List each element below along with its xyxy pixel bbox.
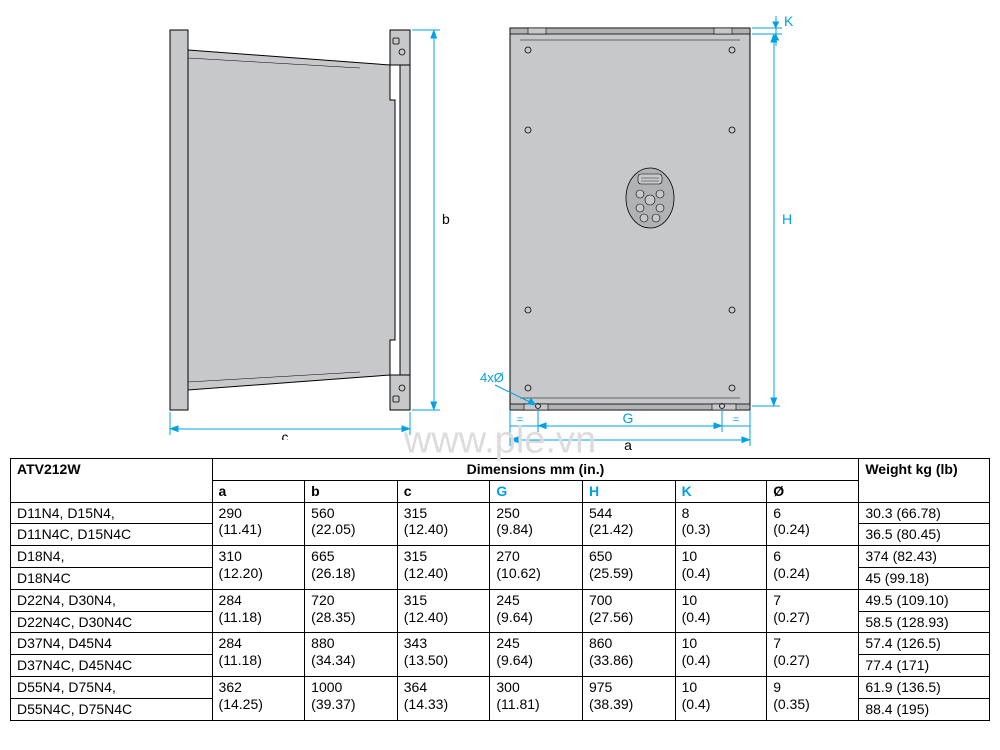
dim-k-label: K <box>784 13 794 29</box>
dim-cell: 290(11.41) <box>212 502 305 546</box>
col-header-K: K <box>675 480 767 502</box>
fourxo-label: 4xØ <box>480 370 504 385</box>
weight-header: Weight kg (lb) <box>859 459 990 503</box>
model-cell: D11N4C, D15N4C <box>11 524 213 546</box>
dim-h-label: H <box>782 211 792 227</box>
dim-cell: 284(11.18) <box>212 633 305 677</box>
model-cell: D11N4, D15N4, <box>11 502 213 524</box>
dim-cell: 7(0.27) <box>767 589 859 633</box>
dim-cell: 880(34.34) <box>305 633 398 677</box>
dim-cell: 10(0.4) <box>675 546 767 590</box>
dim-cell: 975(38.39) <box>582 676 675 720</box>
col-header-a: a <box>212 480 305 502</box>
dim-cell: 9(0.35) <box>767 676 859 720</box>
dim-cell: 665(26.18) <box>305 546 398 590</box>
dim-cell: 544(21.42) <box>582 502 675 546</box>
diagram-area: www.ple.vn b <box>10 10 990 450</box>
dim-cell: 700(27.56) <box>582 589 675 633</box>
dim-cell: 315(12.40) <box>397 502 490 546</box>
dim-a-label: a <box>624 437 632 450</box>
dim-cell: 315(12.40) <box>397 546 490 590</box>
dim-cell: 10(0.4) <box>675 589 767 633</box>
dim-cell: 8(0.3) <box>675 502 767 546</box>
dim-cell: 315(12.40) <box>397 589 490 633</box>
weight-cell: 77.4 (171) <box>859 655 990 677</box>
weight-cell: 374 (82.43) <box>859 546 990 568</box>
dim-cell: 245(9.64) <box>490 589 583 633</box>
model-cell: D55N4, D75N4, <box>11 676 213 698</box>
dim-cell: 6(0.24) <box>767 502 859 546</box>
dim-cell: 284(11.18) <box>212 589 305 633</box>
model-cell: D55N4C, D75N4C <box>11 698 213 720</box>
dim-cell: 245(9.64) <box>490 633 583 677</box>
dim-cell: 10(0.4) <box>675 676 767 720</box>
weight-cell: 45 (99.18) <box>859 567 990 589</box>
dim-c-label: c <box>282 429 289 440</box>
dim-cell: 1000(39.37) <box>305 676 398 720</box>
model-cell: D37N4, D45N4 <box>11 633 213 655</box>
dim-cell: 310(12.20) <box>212 546 305 590</box>
model-cell: D18N4, <box>11 546 213 568</box>
table-row: D22N4, D30N4,284(11.18)720(28.35)315(12.… <box>11 589 990 611</box>
col-header-H: H <box>582 480 675 502</box>
dim-cell: 650(25.59) <box>582 546 675 590</box>
dim-cell: 6(0.24) <box>767 546 859 590</box>
weight-cell: 36.5 (80.45) <box>859 524 990 546</box>
dim-cell: 560(22.05) <box>305 502 398 546</box>
model-header: ATV212W <box>11 459 213 503</box>
table-row: D37N4, D45N4284(11.18)880(34.34)343(13.5… <box>11 633 990 655</box>
weight-cell: 49.5 (109.10) <box>859 589 990 611</box>
col-header-c: c <box>397 480 490 502</box>
eq-right: = <box>733 414 739 426</box>
side-view-drawing: b c <box>150 10 460 440</box>
dim-g-label: G <box>623 410 634 426</box>
front-view-drawing: K H 4xØ G <box>480 10 830 450</box>
dim-cell: 10(0.4) <box>675 633 767 677</box>
dimensions-header: Dimensions mm (in.) <box>212 459 859 481</box>
eq-left: = <box>517 414 523 426</box>
weight-cell: 30.3 (66.78) <box>859 502 990 524</box>
weight-cell: 58.5 (128.93) <box>859 611 990 633</box>
model-cell: D37N4C, D45N4C <box>11 655 213 677</box>
dim-cell: 300(11.81) <box>490 676 583 720</box>
col-header-b: b <box>305 480 398 502</box>
dim-cell: 720(28.35) <box>305 589 398 633</box>
dim-cell: 250(9.84) <box>490 502 583 546</box>
model-cell: D22N4, D30N4, <box>11 589 213 611</box>
dim-b-label: b <box>442 211 450 227</box>
dimensions-table: ATV212W Dimensions mm (in.) Weight kg (l… <box>10 458 990 721</box>
dim-cell: 364(14.33) <box>397 676 490 720</box>
weight-cell: 57.4 (126.5) <box>859 633 990 655</box>
weight-cell: 61.9 (136.5) <box>859 676 990 698</box>
dim-cell: 7(0.27) <box>767 633 859 677</box>
dim-cell: 343(13.50) <box>397 633 490 677</box>
dim-cell: 362(14.25) <box>212 676 305 720</box>
col-header-Ø: Ø <box>767 480 859 502</box>
weight-cell: 88.4 (195) <box>859 698 990 720</box>
table-row: D18N4,310(12.20)665(26.18)315(12.40)270(… <box>11 546 990 568</box>
dim-cell: 860(33.86) <box>582 633 675 677</box>
table-row: D11N4, D15N4,290(11.41)560(22.05)315(12.… <box>11 502 990 524</box>
dim-cell: 270(10.62) <box>490 546 583 590</box>
col-header-G: G <box>490 480 583 502</box>
table-row: D55N4, D75N4,362(14.25)1000(39.37)364(14… <box>11 676 990 698</box>
model-cell: D18N4C <box>11 567 213 589</box>
model-cell: D22N4C, D30N4C <box>11 611 213 633</box>
